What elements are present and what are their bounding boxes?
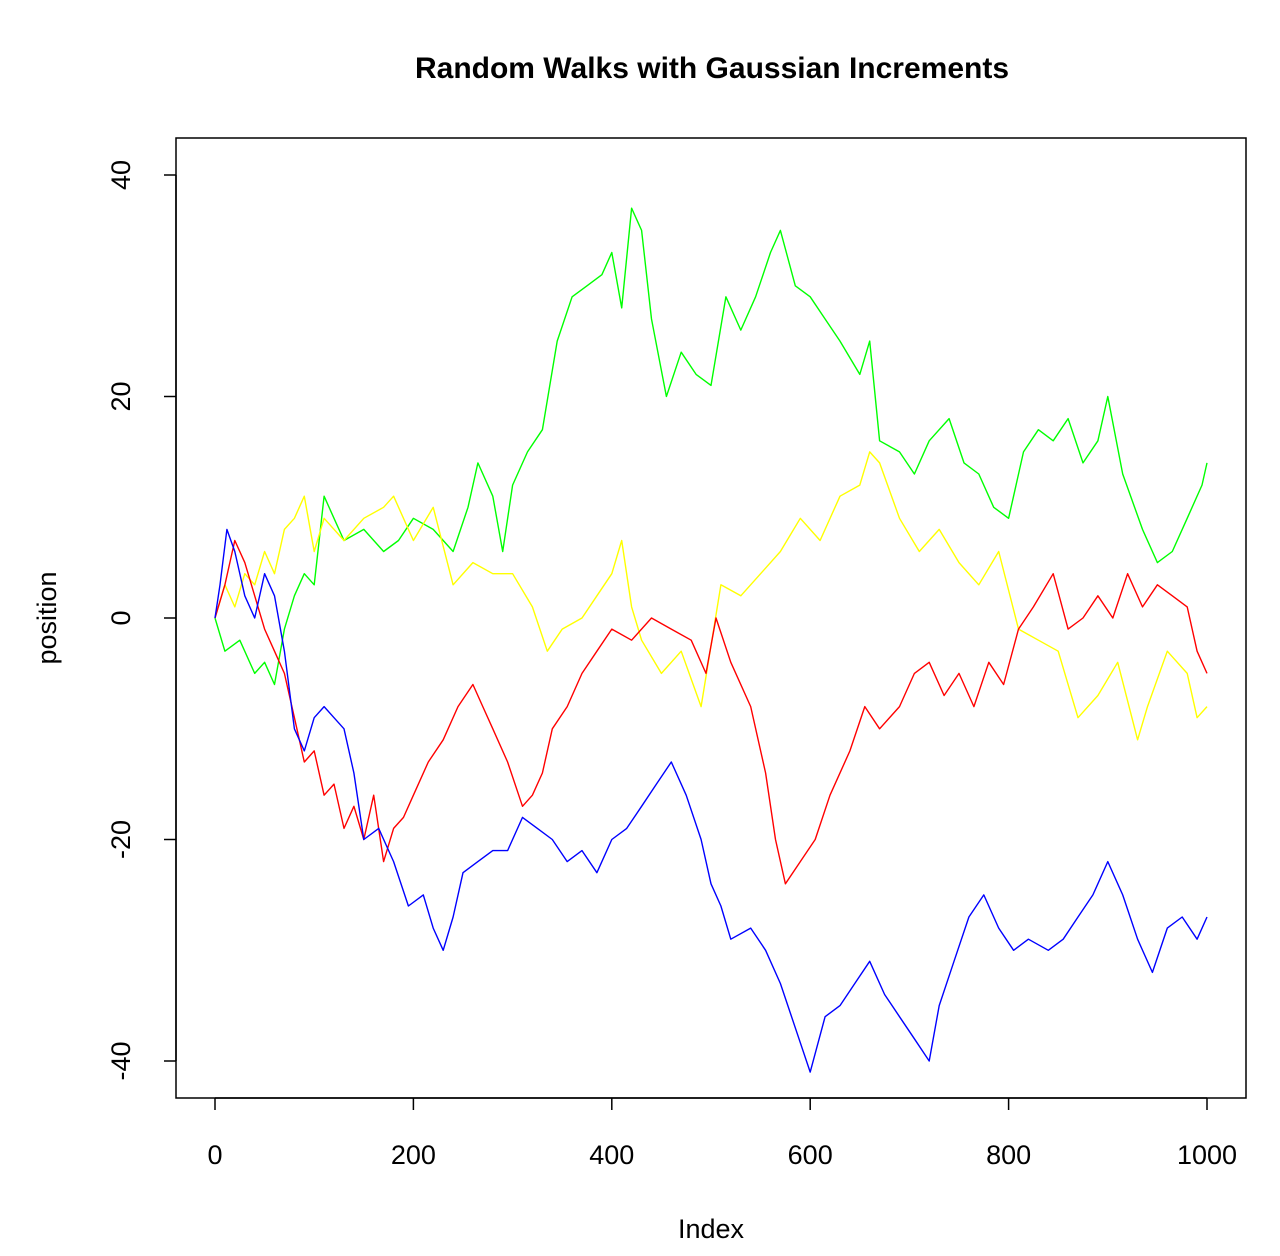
plot-area (214, 207, 1208, 1073)
y-tick-label: 40 (106, 160, 136, 190)
series-group (214, 207, 1208, 1073)
x-tick-label: 400 (589, 1140, 634, 1170)
y-tick-label: -40 (106, 1041, 136, 1080)
y-tick-label: 0 (106, 610, 136, 625)
x-axis: 0 200 400 600 800 1000 (207, 1097, 1237, 1170)
x-tick-label: 600 (788, 1140, 833, 1170)
x-tick-label: 0 (207, 1140, 222, 1170)
y-axis: -40 -20 0 20 40 (106, 160, 177, 1081)
series-line-3 (214, 539, 1208, 885)
series-line-1 (214, 207, 1208, 686)
x-tick-label: 200 (391, 1140, 436, 1170)
y-axis-label: position (32, 571, 62, 664)
series-line-2 (214, 451, 1208, 741)
plot-frame (175, 137, 1247, 1099)
y-tick-label: 20 (106, 381, 136, 411)
x-axis-label: Index (678, 1214, 745, 1244)
x-tick-label: 800 (986, 1140, 1031, 1170)
y-tick-label: -20 (106, 820, 136, 859)
chart-title: Random Walks with Gaussian Increments (415, 52, 1009, 85)
x-tick-label: 1000 (1177, 1140, 1237, 1170)
series-line-4 (214, 528, 1208, 1073)
